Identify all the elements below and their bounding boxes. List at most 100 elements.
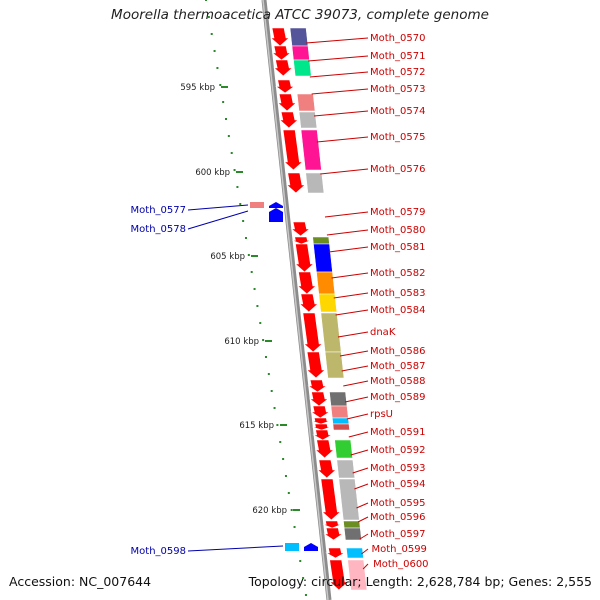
gene-leader-line [346,413,369,420]
genome-backbone [261,0,332,600]
gene-function-strip [296,93,316,112]
gene-label-reverse[interactable]: Moth_0578 [131,224,186,235]
gene-label-forward[interactable]: Moth_0596 [370,512,425,523]
gene-function-strip [293,59,312,77]
gene-label-forward[interactable]: Moth_0581 [370,242,425,253]
gene-arrow-forward[interactable] [275,79,296,94]
gene-label-forward[interactable]: Moth_0593 [370,463,425,474]
genome-summary-text: Topology: circular; Length: 2,628,784 bp… [248,574,592,589]
gene-leader-line [341,365,369,372]
backbone-line [261,0,332,600]
gene-label-forward[interactable]: Moth_0576 [370,164,425,175]
gene-arrow-reverse[interactable] [269,202,283,208]
gene-arrow-forward[interactable] [310,405,331,419]
gene-arrow-forward[interactable] [316,459,337,479]
gene-label-forward[interactable]: Moth_0586 [370,346,425,357]
gene-function-strip [324,351,345,379]
gene-arrow-forward[interactable] [306,351,326,379]
gene-label-forward[interactable]: Moth_0571 [370,51,425,62]
gene-label-forward[interactable]: Moth_0594 [370,479,425,490]
gene-label-forward[interactable]: rpsU [370,409,393,420]
gene-arrow-forward[interactable] [312,423,331,431]
gene-label-forward[interactable]: Moth_0584 [370,305,425,316]
gene-arrow-forward[interactable] [286,172,306,194]
gene-arrow-forward[interactable] [320,478,342,521]
gene-label-forward[interactable]: Moth_0574 [370,106,425,117]
gene-arrow-forward[interactable] [294,243,315,273]
gene-label-forward[interactable]: Moth_0570 [370,33,425,44]
gene-label-forward[interactable]: dnaK [370,327,396,338]
gene-leader-line [337,331,369,338]
gene-leader-line [343,380,369,387]
gene-arrow-reverse[interactable] [269,208,283,222]
gene-function-strip [312,236,330,245]
backbone-highlight [262,0,329,600]
gene-arrow-forward[interactable] [323,527,344,541]
gene-label-forward[interactable]: Moth_0573 [370,84,425,95]
gene-arrow-forward[interactable] [314,439,335,459]
gene-label-forward[interactable]: Moth_0588 [370,376,425,387]
gene-function-strip [316,271,336,295]
gene-function-strip [305,172,325,194]
gene-leader-line [311,88,369,95]
gene-label-forward[interactable]: Moth_0597 [370,529,425,540]
gene-label-forward[interactable]: Moth_0592 [370,445,425,456]
gene-leader-line [333,292,369,299]
gene-leader-line [354,483,369,490]
gene-label-forward[interactable]: Moth_0582 [370,268,425,279]
gene-label-forward[interactable]: Moth_0572 [370,67,425,78]
gene-label-reverse[interactable]: Moth_0577 [131,205,186,216]
gene-arrow-forward[interactable] [302,312,323,353]
gene-arrow-forward[interactable] [325,547,346,559]
gene-label-forward[interactable]: Moth_0600 [373,559,428,570]
gene-labels[interactable]: Moth_0570 Moth_0571 Moth_0572 Moth_0573 Moth… [131,33,429,570]
gene-arrow-forward[interactable] [323,520,342,529]
gene-arrow-forward[interactable] [297,271,317,295]
gene-leader-line [361,548,369,555]
gene-function-strip [334,439,353,459]
gene-function-strip [330,405,349,419]
gene-arrow-forward[interactable] [299,293,319,313]
gene-label-forward[interactable]: Moth_0587 [370,361,425,372]
gene-function-strip [285,543,299,551]
gene-label-reverse[interactable]: Moth_0598 [131,546,186,557]
gene-arrow-forward[interactable] [307,379,328,393]
gene-label-forward[interactable]: Moth_0580 [370,225,425,236]
gene-arrow-forward[interactable] [273,59,294,77]
gene-arrow-forward[interactable] [311,417,331,425]
gene-arrow-forward[interactable] [309,391,329,407]
gene-label-forward[interactable]: Moth_0583 [370,288,425,299]
gene-label-forward[interactable]: Moth_0589 [370,392,425,403]
gene-label-forward[interactable]: Moth_0595 [370,498,425,509]
gene-function-strip [300,129,322,171]
gene-function-strip [250,202,264,208]
gene-track[interactable] [250,27,368,591]
gene-arrow-forward[interactable] [292,236,311,245]
gene-label-forward[interactable]: Moth_0575 [370,132,425,143]
gene-arrow-forward[interactable] [277,93,297,112]
gene-leader-line [356,502,369,509]
gene-arrow-forward[interactable] [279,111,299,129]
gene-arrow-forward[interactable] [290,221,311,237]
gene-leader-line [348,431,369,438]
gene-function-strip [333,430,351,440]
gene-function-strip [329,391,348,407]
gene-function-strip [313,243,333,273]
gene-label-forward[interactable]: Moth_0579 [370,207,425,218]
gene-label-forward[interactable]: Moth_0599 [371,544,426,555]
gene-arrow-forward[interactable] [329,559,349,591]
gene-arrow-forward[interactable] [282,129,304,171]
gene-arrow-forward[interactable] [312,429,333,441]
gene-arrow-forward[interactable] [271,45,292,61]
gene-function-strip [318,293,338,313]
kbp-tick-label: 595 kbp [180,83,215,93]
gene-arrow-reverse[interactable] [304,543,318,551]
gene-leader-line [350,449,369,456]
gene-leader-line [339,350,369,357]
gene-label-forward[interactable]: Moth_0591 [370,427,425,438]
gene-leader-line [306,37,369,44]
kbp-tick-label: 600 kbp [195,168,230,178]
gene-arrow-forward[interactable] [270,27,290,47]
